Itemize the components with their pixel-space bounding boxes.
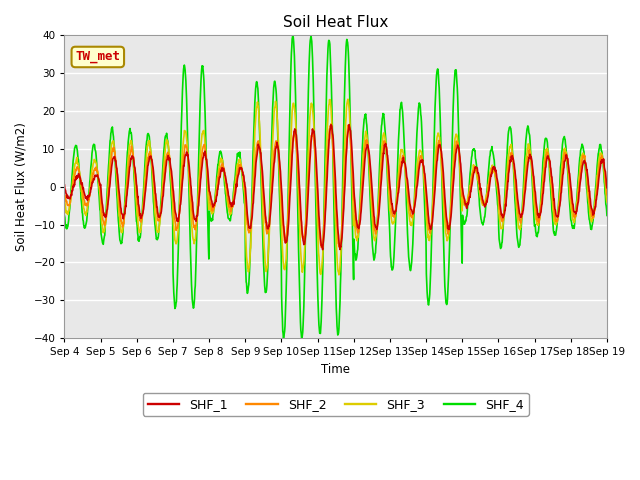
SHF_2	[540, 180, 547, 186]
SHF_1	[345, 122, 353, 128]
SHF_2	[61, 192, 68, 197]
Y-axis label: Soil Heat Flux (W/m2): Soil Heat Flux (W/m2)	[15, 122, 28, 251]
SHF_1	[242, 190, 250, 196]
X-axis label: Time: Time	[321, 363, 350, 376]
Title: Soil Heat Flux: Soil Heat Flux	[283, 15, 388, 30]
SHF_4	[181, 67, 189, 73]
SHF_2	[603, 192, 611, 198]
Legend: SHF_1, SHF_2, SHF_3, SHF_4: SHF_1, SHF_2, SHF_3, SHF_4	[143, 393, 529, 416]
SHF_3	[540, 171, 547, 177]
SHF_3	[335, 272, 343, 278]
SHF_3	[603, 199, 611, 205]
SHF_1	[492, 168, 499, 174]
SHF_3	[492, 174, 499, 180]
SHF_2	[181, 142, 189, 148]
SHF_4	[289, 31, 297, 37]
SHF_4	[603, 213, 611, 218]
SHF_2	[168, 180, 176, 186]
Text: TW_met: TW_met	[76, 50, 120, 63]
SHF_3	[344, 96, 352, 102]
SHF_4	[280, 336, 287, 342]
SHF_4	[61, 213, 68, 218]
SHF_1	[603, 185, 611, 191]
SHF_1	[420, 170, 428, 176]
SHF_1	[540, 190, 547, 196]
SHF_3	[242, 236, 250, 242]
SHF_2	[420, 176, 428, 181]
SHF_2	[327, 121, 335, 127]
SHF_2	[492, 169, 499, 175]
SHF_1	[319, 247, 326, 252]
SHF_4	[492, 172, 499, 178]
SHF_3	[61, 194, 68, 200]
SHF_1	[168, 173, 176, 179]
SHF_2	[317, 244, 325, 250]
SHF_2	[242, 202, 250, 207]
SHF_3	[168, 190, 176, 196]
SHF_4	[420, 198, 428, 204]
SHF_4	[242, 269, 250, 275]
SHF_1	[181, 153, 189, 159]
Line: SHF_2: SHF_2	[65, 124, 607, 247]
SHF_3	[181, 129, 189, 134]
SHF_1	[61, 182, 68, 188]
Line: SHF_3: SHF_3	[65, 99, 607, 275]
Line: SHF_1: SHF_1	[65, 125, 607, 250]
Line: SHF_4: SHF_4	[65, 34, 607, 339]
SHF_3	[420, 183, 428, 189]
SHF_4	[540, 156, 547, 161]
SHF_4	[168, 205, 176, 211]
